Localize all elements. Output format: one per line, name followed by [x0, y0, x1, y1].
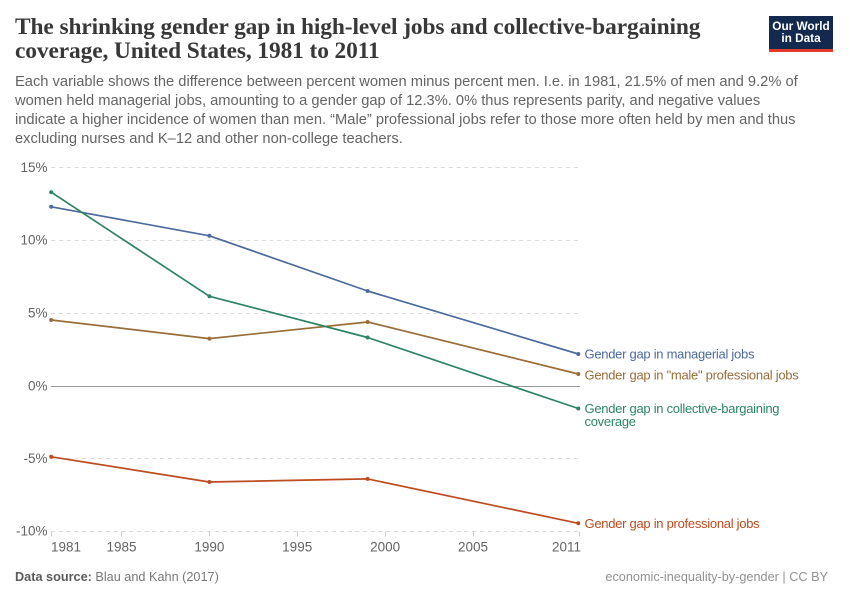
svg-text:0%: 0%: [28, 378, 48, 393]
svg-text:Gender gap in "male" professio: Gender gap in "male" professional jobs: [585, 367, 800, 382]
svg-text:2005: 2005: [458, 539, 488, 554]
svg-text:-10%: -10%: [16, 524, 48, 539]
svg-text:-5%: -5%: [23, 451, 47, 466]
svg-text:2011: 2011: [552, 539, 581, 554]
svg-text:Gender gap in professional job: Gender gap in professional jobs: [585, 516, 761, 531]
svg-text:1995: 1995: [282, 539, 312, 554]
svg-text:Gender gap in managerial jobs: Gender gap in managerial jobs: [585, 347, 755, 362]
svg-text:Gender gap in collective-barga: Gender gap in collective-bargaining: [585, 401, 780, 416]
svg-text:1981: 1981: [51, 539, 81, 554]
svg-text:1990: 1990: [194, 539, 224, 554]
svg-text:5%: 5%: [28, 306, 48, 321]
svg-text:1985: 1985: [106, 539, 136, 554]
svg-text:10%: 10%: [20, 233, 47, 248]
svg-text:coverage: coverage: [585, 414, 636, 429]
svg-text:2000: 2000: [370, 539, 400, 554]
svg-text:15%: 15%: [20, 160, 47, 175]
